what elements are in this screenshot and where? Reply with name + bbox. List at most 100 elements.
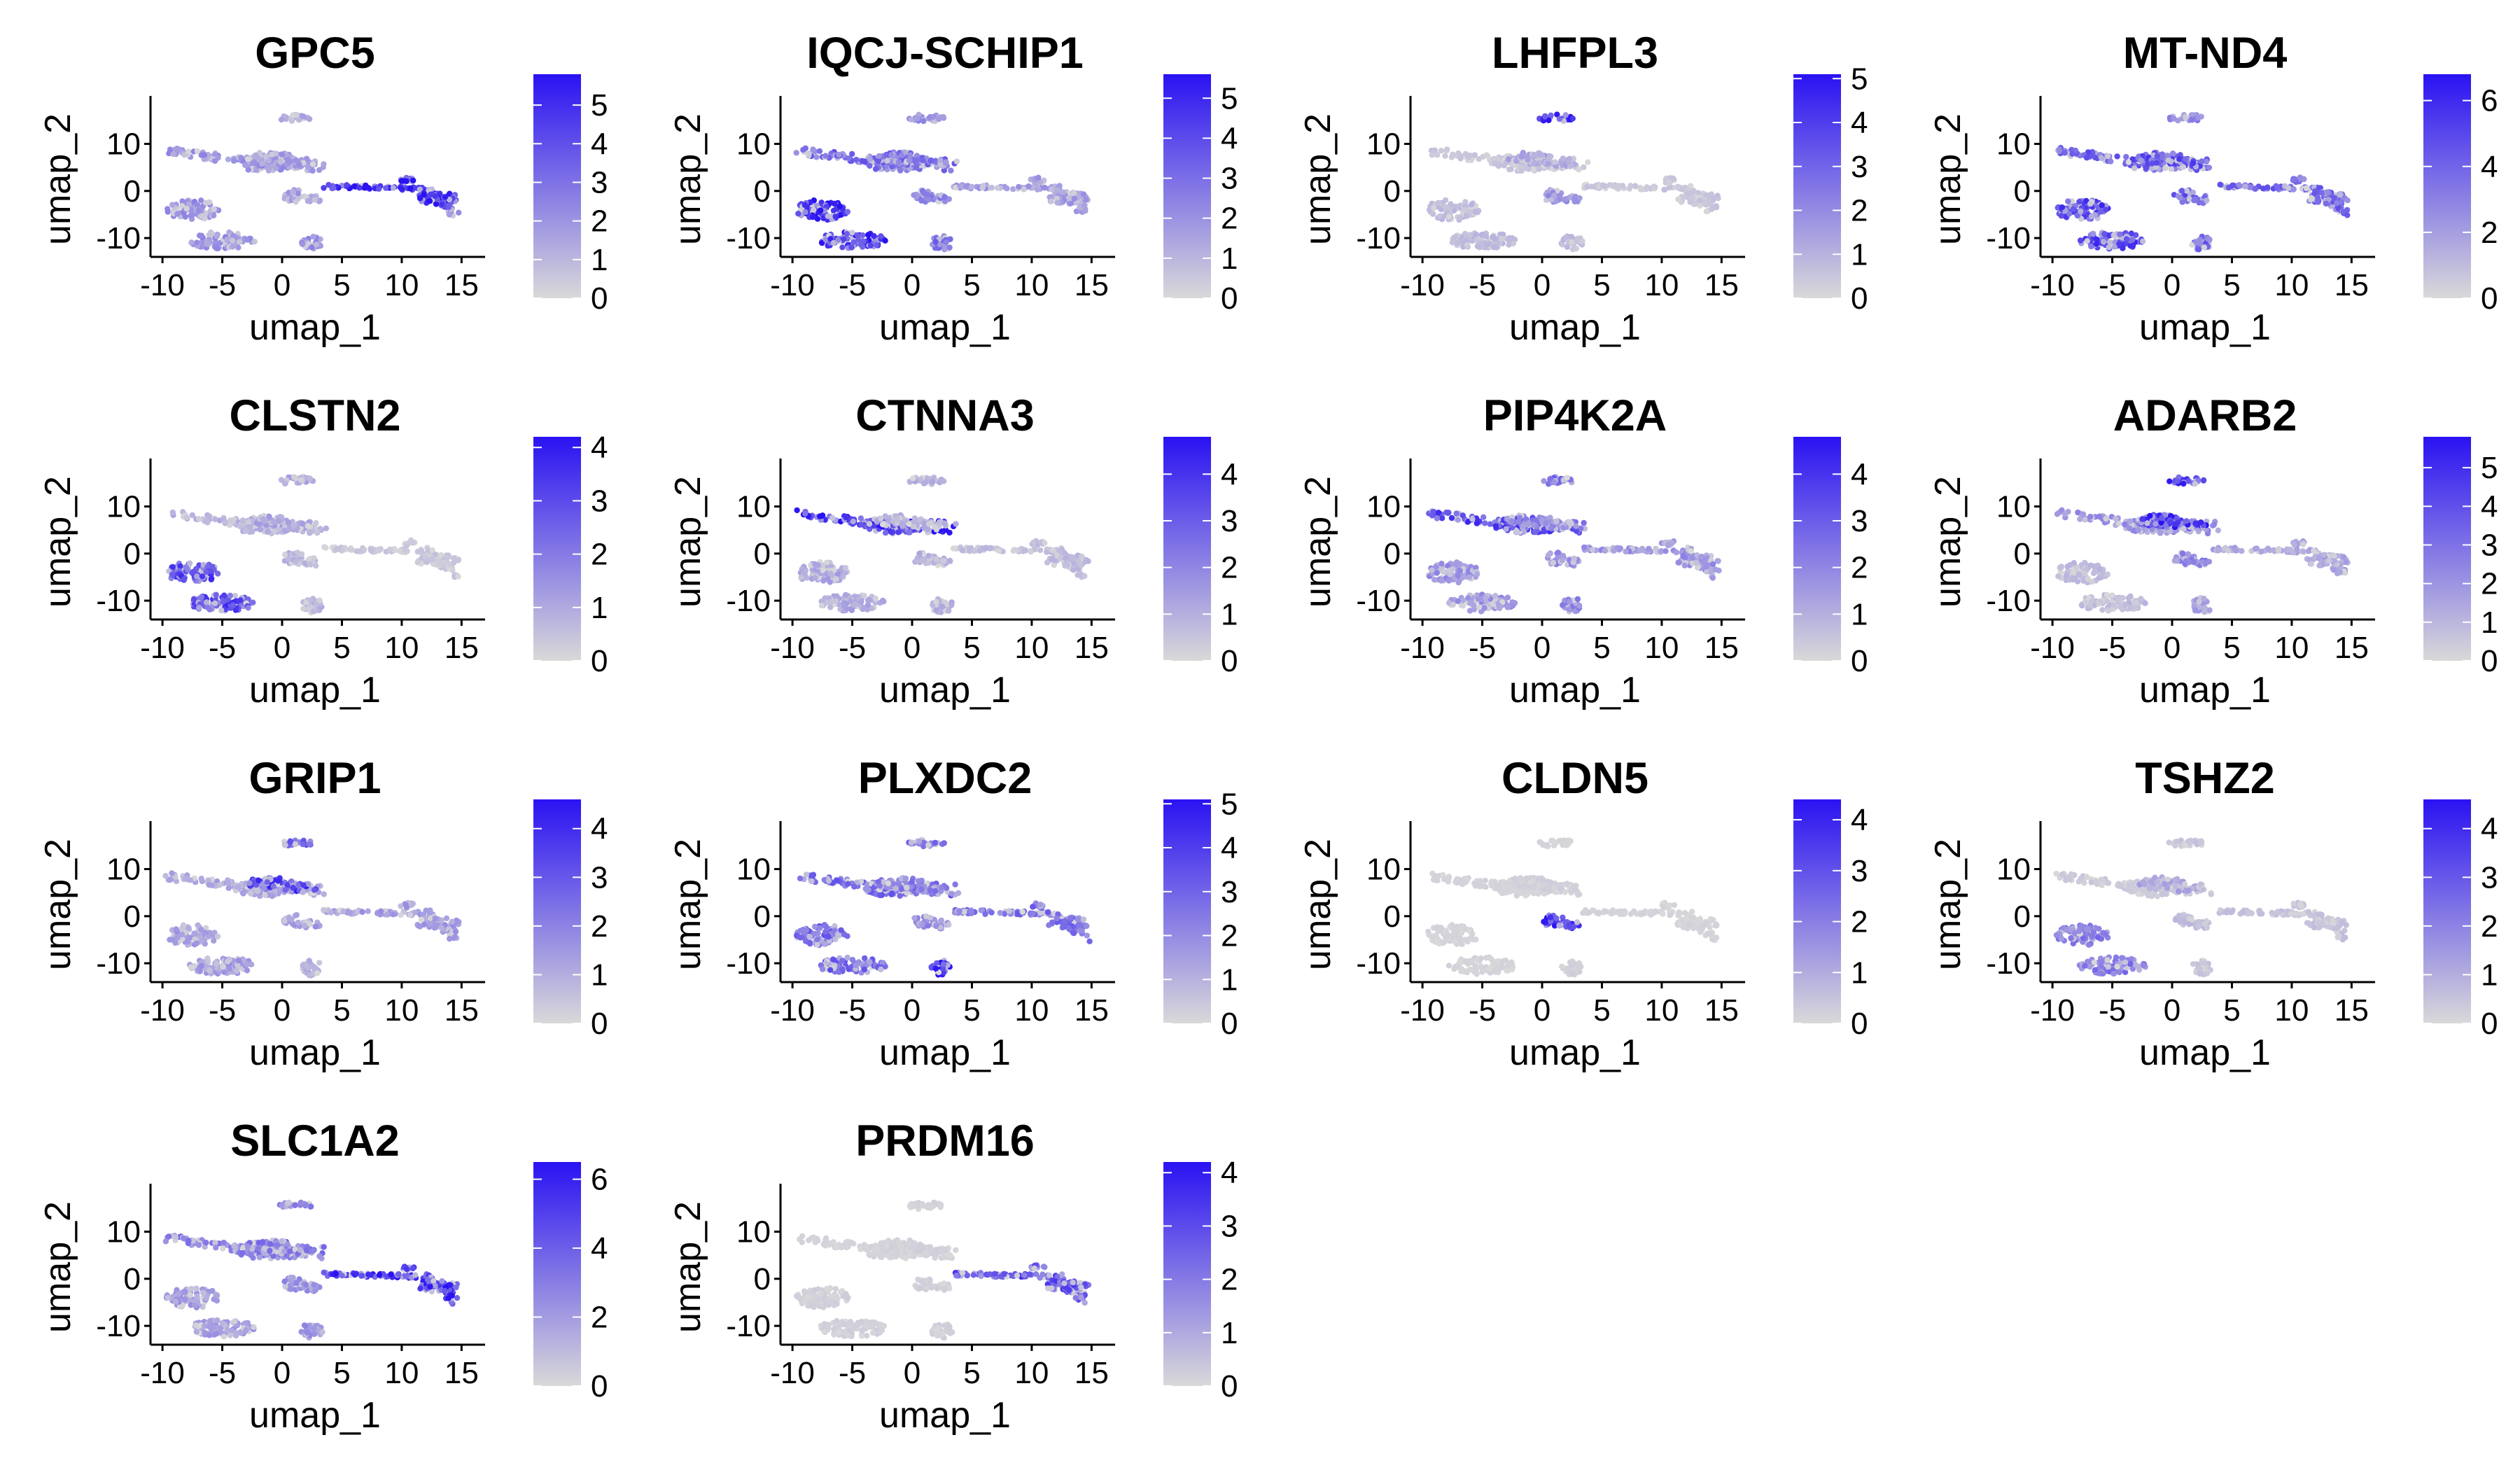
cell-point xyxy=(1446,214,1452,220)
cell-point xyxy=(1080,191,1087,197)
y-axis-label: umap_2 xyxy=(1928,113,1968,245)
cell-point xyxy=(1455,517,1462,523)
cell-point xyxy=(410,540,416,546)
x-tick-label: 10 xyxy=(1644,268,1679,302)
cell-point xyxy=(368,547,374,554)
cell-point xyxy=(851,602,858,608)
colorbar-tick-label: 1 xyxy=(1221,597,1238,631)
cell-point xyxy=(946,244,953,251)
cell-point xyxy=(879,522,886,528)
cell-point xyxy=(1602,183,1608,189)
cell-point xyxy=(1465,595,1471,601)
cell-point xyxy=(248,528,255,535)
cell-point xyxy=(980,183,986,189)
cell-point xyxy=(2290,186,2297,192)
cell-point xyxy=(1436,213,1443,220)
cell-point xyxy=(1584,183,1590,190)
colorbar-tick-label: 5 xyxy=(1221,81,1238,115)
cell-point xyxy=(1571,555,1577,562)
cell-point xyxy=(867,156,873,162)
x-tick-label: 5 xyxy=(963,268,980,302)
cell-point xyxy=(237,523,244,530)
cell-point xyxy=(920,157,926,164)
x-tick-label: 5 xyxy=(333,631,350,665)
cell-point xyxy=(836,203,843,209)
y-tick-label: 10 xyxy=(106,490,141,524)
colorbar-tick-label: 4 xyxy=(2481,150,2498,184)
cell-point xyxy=(2303,185,2310,192)
cell-point xyxy=(867,162,873,169)
scatter-points xyxy=(2054,111,2351,253)
cell-point xyxy=(230,602,237,608)
cell-point xyxy=(1493,244,1499,251)
y-tick-label: -10 xyxy=(726,221,771,255)
x-tick-label: 0 xyxy=(1534,268,1550,302)
y-tick-label: 10 xyxy=(1996,127,2031,162)
cell-point xyxy=(2182,156,2189,162)
cell-point xyxy=(232,592,239,599)
cell-point xyxy=(198,197,204,204)
panel-title: IQCJ-SCHIP1 xyxy=(806,29,1084,78)
colorbar-tick-label: 4 xyxy=(1851,457,1868,491)
cell-point xyxy=(1071,195,1078,202)
cell-point xyxy=(2190,160,2196,167)
cell-point xyxy=(293,199,299,205)
x-tick-label: -5 xyxy=(209,631,236,665)
cell-point xyxy=(356,548,362,554)
cell-point xyxy=(316,198,323,204)
colorbar-tick-label: 2 xyxy=(591,538,608,572)
cell-point xyxy=(830,207,837,214)
cell-point xyxy=(403,178,410,185)
cell-point xyxy=(1436,200,1443,207)
cell-point xyxy=(314,528,321,535)
cell-point xyxy=(1438,578,1445,584)
cell-point xyxy=(842,565,849,571)
panel-title: GPC5 xyxy=(255,29,375,78)
cell-point xyxy=(2123,236,2130,242)
cell-point xyxy=(265,528,271,535)
cell-point xyxy=(1054,200,1060,206)
cell-point xyxy=(884,158,890,164)
x-tick-label: 0 xyxy=(904,268,920,302)
cell-point xyxy=(889,529,895,536)
cell-point xyxy=(1082,208,1088,214)
cell-point xyxy=(817,207,824,214)
cell-point xyxy=(392,547,398,554)
cell-point xyxy=(183,206,190,212)
cell-point xyxy=(1555,550,1561,556)
cell-point xyxy=(1543,520,1549,527)
cell-point xyxy=(194,239,200,246)
cell-point xyxy=(166,150,172,157)
cell-point xyxy=(416,195,424,202)
cell-point xyxy=(2083,155,2090,161)
cell-point xyxy=(433,201,440,207)
cell-point xyxy=(432,552,439,558)
cell-point xyxy=(1450,151,1456,158)
colorbar xyxy=(1793,74,1841,298)
cell-point xyxy=(1474,571,1480,578)
x-tick-label: -10 xyxy=(770,268,815,302)
cell-point xyxy=(321,161,327,167)
cell-point xyxy=(2168,166,2174,172)
cell-point xyxy=(865,597,872,603)
cell-point xyxy=(174,211,181,217)
cell-point xyxy=(270,519,276,525)
cell-point xyxy=(950,545,957,552)
cell-point xyxy=(1068,200,1074,206)
cell-point xyxy=(1435,510,1442,516)
cell-point xyxy=(988,545,994,551)
cell-point xyxy=(881,598,887,605)
cell-point xyxy=(1564,475,1570,481)
cell-point xyxy=(1037,547,1044,554)
colorbar xyxy=(1163,74,1211,298)
cell-point xyxy=(833,576,839,582)
panel-title: LHFPL3 xyxy=(1492,29,1658,78)
cell-point xyxy=(2162,165,2169,172)
cell-point xyxy=(1585,159,1591,165)
colorbar-tick-label: 0 xyxy=(2481,281,2498,316)
cell-point xyxy=(220,598,226,605)
cell-point xyxy=(199,213,205,219)
cell-point xyxy=(2108,158,2114,164)
y-tick-label: 10 xyxy=(736,127,771,162)
cell-point xyxy=(211,158,218,164)
